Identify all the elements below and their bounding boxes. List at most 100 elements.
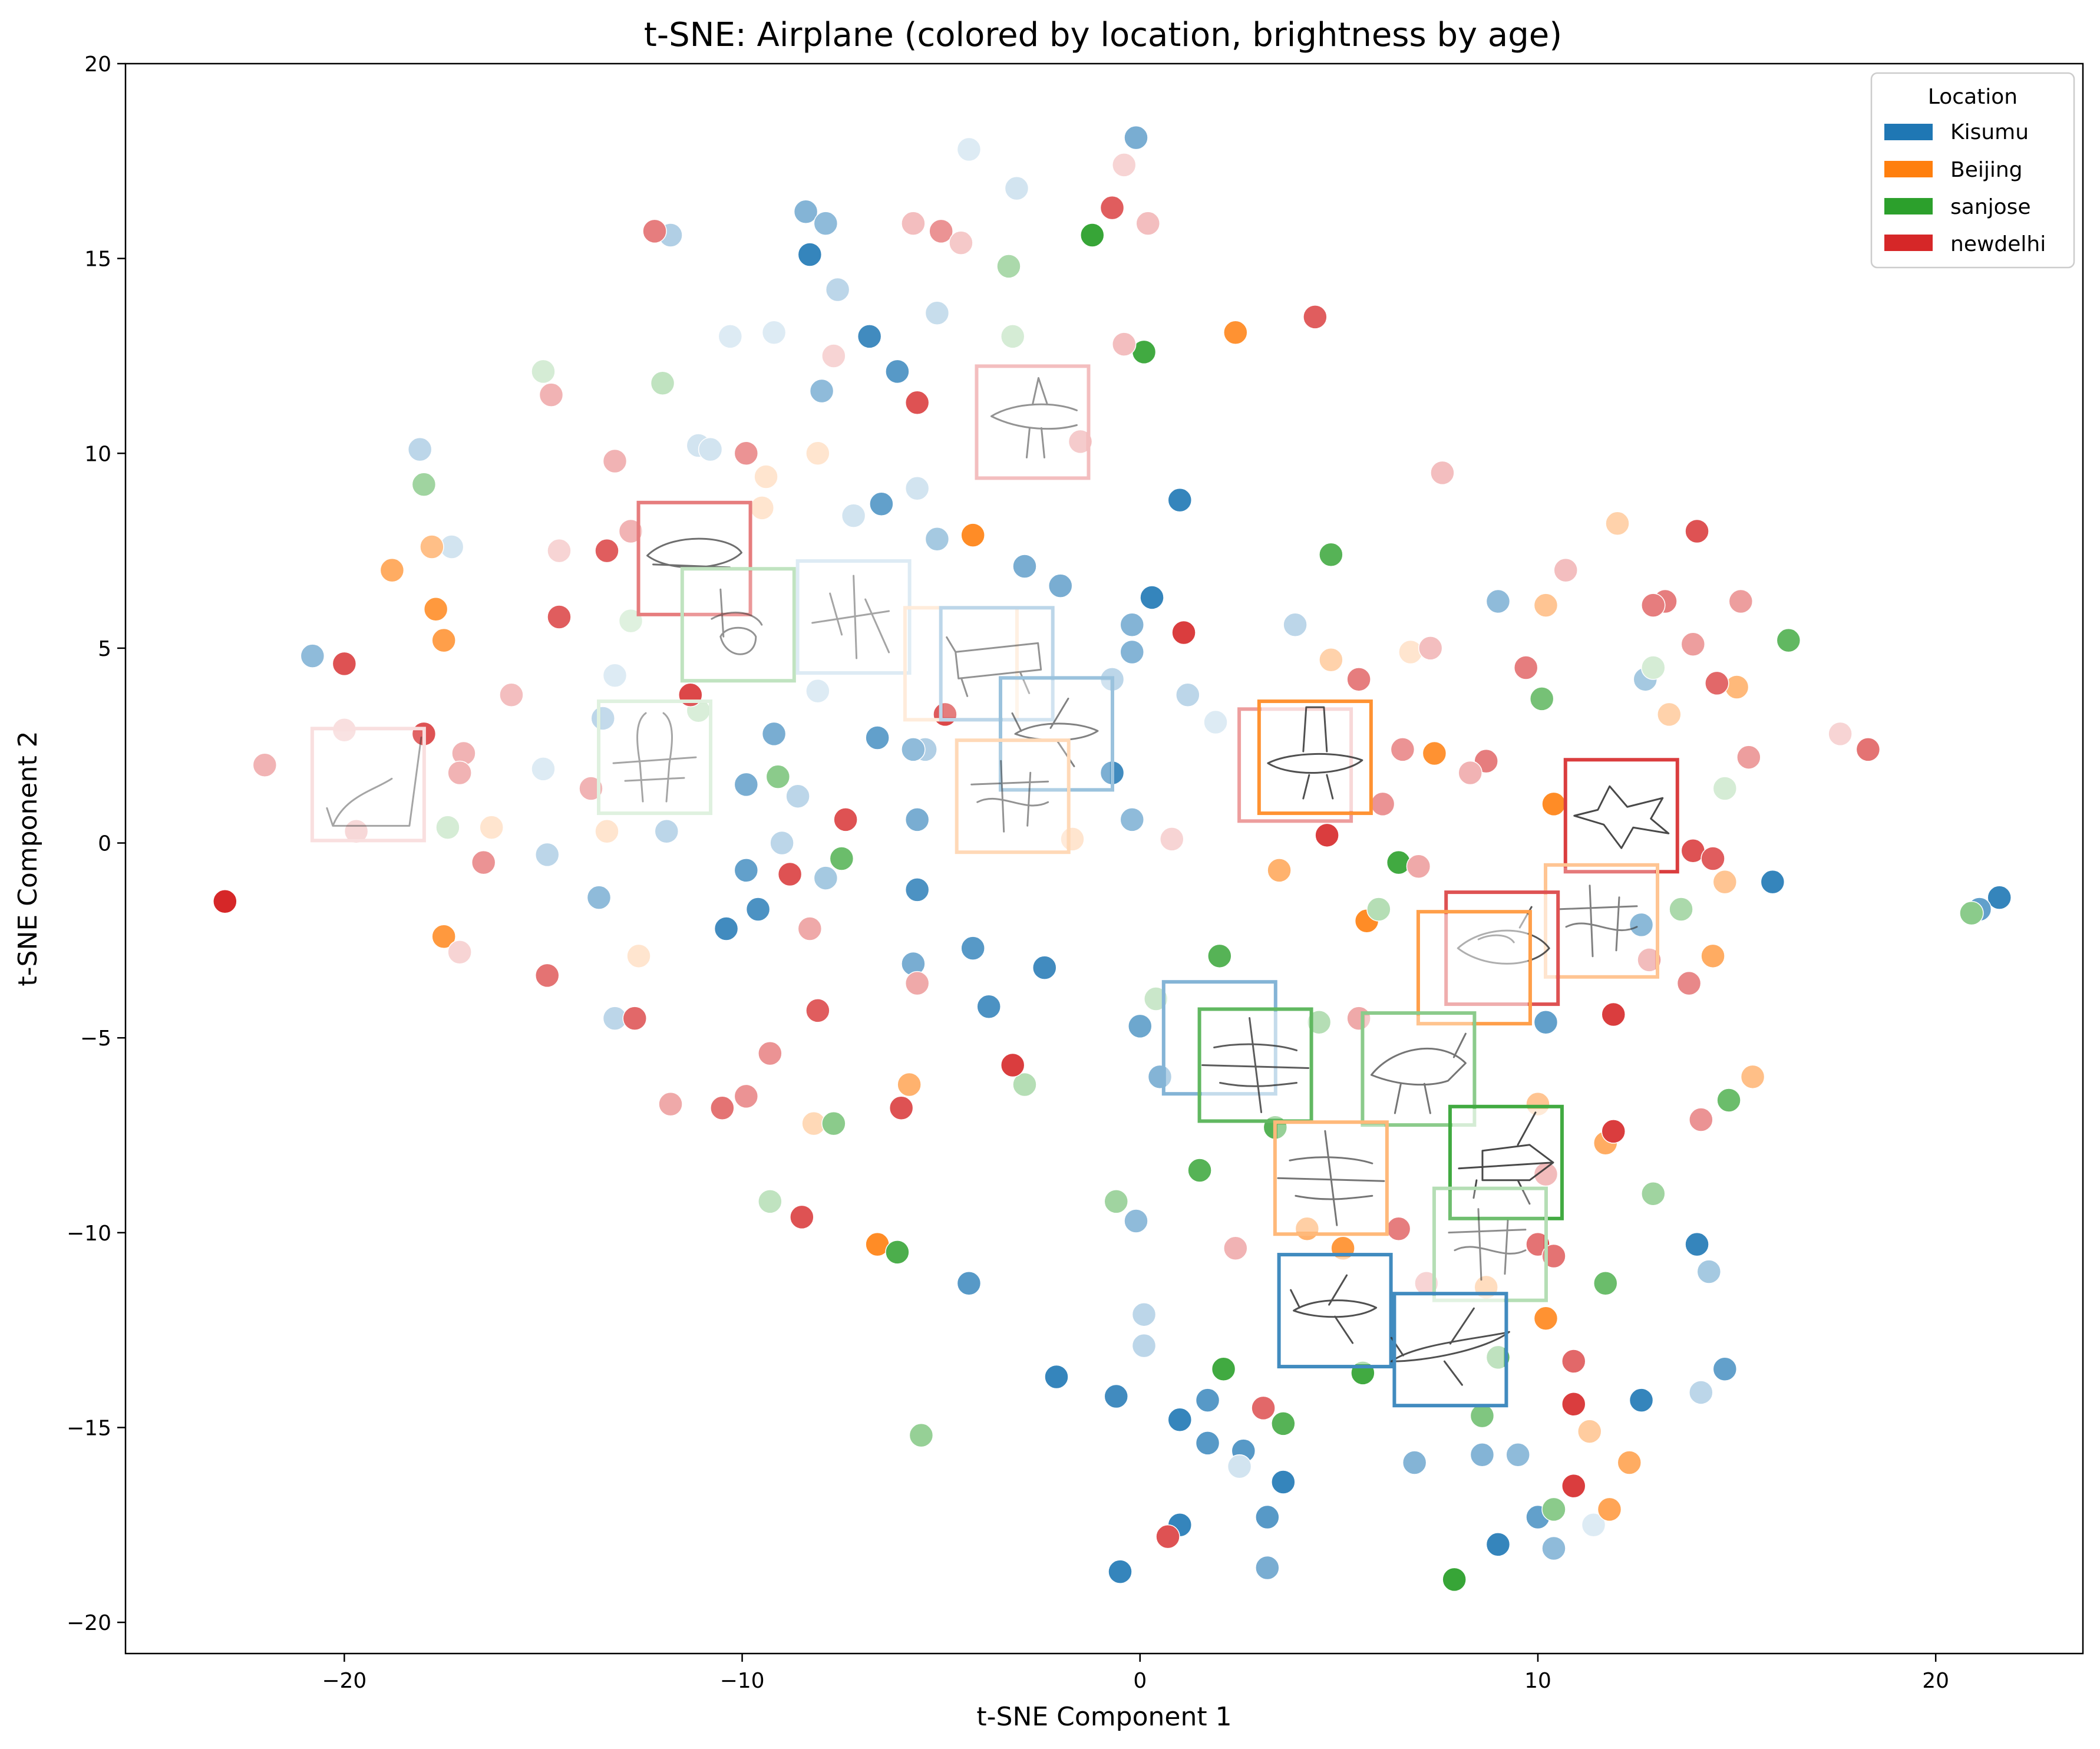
data-point-newdelhi [622, 1006, 648, 1031]
data-point-newdelhi [1828, 721, 1853, 747]
data-point-kisumu [1131, 1302, 1157, 1327]
data-point-sanjose [1271, 1411, 1296, 1436]
data-point-newdelhi [1680, 632, 1706, 657]
plot-area [124, 62, 2084, 1655]
data-point-newdelhi [1561, 1349, 1586, 1374]
data-point-sanjose [618, 608, 643, 633]
data-point-sanjose [1079, 223, 1105, 248]
data-point-newdelhi [1303, 305, 1328, 329]
data-point-kisumu [770, 830, 794, 856]
data-point-kisumu [956, 1271, 982, 1296]
y-tick-label: −5 [80, 1027, 111, 1051]
data-point-kisumu [809, 378, 834, 404]
data-point-newdelhi [1155, 1524, 1180, 1549]
data-point-beijing [1541, 791, 1566, 817]
data-point-newdelhi [1601, 1119, 1626, 1144]
thumbnail-overlays [310, 364, 1679, 1408]
data-point-kisumu [960, 936, 985, 961]
data-point-beijing [1533, 1306, 1559, 1331]
data-point-newdelhi [447, 939, 472, 965]
legend-frame [1870, 72, 2075, 269]
data-point-sanjose [1716, 1088, 1741, 1113]
y-tick-label: −10 [67, 1222, 111, 1246]
data-point-beijing [754, 464, 778, 489]
data-point-sanjose [909, 1423, 934, 1448]
thumbnail-sketch [1370, 1032, 1467, 1114]
data-point-kisumu [793, 199, 818, 225]
thumbnail-sketch [1201, 1017, 1310, 1113]
data-point-newdelhi [1676, 971, 1702, 996]
data-point-newdelhi [332, 651, 357, 676]
data-point-kisumu [841, 503, 866, 528]
data-point-kisumu [805, 678, 830, 704]
data-point-newdelhi [797, 916, 823, 941]
legend-swatch-newdelhi [1884, 235, 1933, 251]
data-point-sanjose [758, 1189, 782, 1214]
data-point-kisumu [1124, 125, 1148, 150]
data-point-sanjose [765, 764, 791, 789]
y-axis: −20 −15 −10 −5 0 5 10 15 20 [67, 52, 126, 1635]
y-tick-label: −15 [67, 1416, 111, 1440]
legend-swatch-beijing [1884, 161, 1933, 177]
data-point-newdelhi [1685, 519, 1709, 544]
thumbnail-sketch [1390, 1307, 1510, 1386]
data-point-newdelhi [539, 382, 564, 407]
data-point-kisumu [1629, 912, 1654, 938]
data-point-sanjose [1541, 1497, 1566, 1522]
data-point-newdelhi [1160, 827, 1184, 852]
data-point-kisumu [300, 644, 325, 668]
thumbnail-sketch [811, 575, 890, 659]
thumbnail-7 [998, 676, 1114, 792]
data-point-kisumu [1140, 585, 1164, 610]
data-point-sanjose [650, 371, 675, 395]
data-point-beijing [1617, 1450, 1642, 1475]
thumbnail-9 [310, 727, 426, 843]
thumbnail-bg [1436, 1190, 1544, 1298]
data-point-newdelhi [658, 1091, 683, 1117]
data-point-beijing [1319, 648, 1343, 672]
thumbnail-frame [1448, 1104, 1564, 1220]
data-point-newdelhi [547, 605, 572, 629]
data-point-beijing [805, 441, 830, 466]
data-point-sanjose [1187, 1158, 1212, 1183]
x-axis-label: t-SNE Component 1 [976, 1702, 1231, 1732]
data-point-newdelhi [534, 963, 560, 988]
data-point-newdelhi [1099, 195, 1125, 220]
data-point-kisumu [904, 476, 930, 501]
data-point-newdelhi [889, 1095, 914, 1120]
thumbnail-sketch [711, 588, 763, 655]
thumbnail-bg [1396, 1296, 1504, 1404]
data-point-beijing [1712, 869, 1738, 895]
thumbnail-18 [1197, 1007, 1313, 1123]
data-point-sanjose [1000, 324, 1025, 349]
data-point-newdelhi [1705, 671, 1729, 696]
data-point-newdelhi [1728, 589, 1754, 614]
thumbnail-sketch [990, 377, 1078, 458]
data-point-kisumu [857, 324, 882, 349]
thumbnail-frame [1361, 1011, 1477, 1127]
data-point-beijing [420, 534, 444, 559]
y-tick-label: −20 [67, 1611, 111, 1635]
data-point-beijing [1060, 827, 1085, 852]
legend-title: Location [1928, 85, 2018, 109]
data-point-beijing [1422, 741, 1447, 766]
data-point-newdelhi [1736, 745, 1761, 770]
data-point-sanjose [885, 1240, 910, 1265]
legend-swatch-sanjose [1884, 198, 1933, 214]
thumbnail-bg [314, 731, 422, 839]
data-point-newdelhi [1346, 667, 1371, 692]
thumbnail-frame [795, 559, 912, 675]
data-point-newdelhi [1855, 737, 1881, 762]
data-point-newdelhi [1000, 1052, 1025, 1078]
data-point-sanjose [1386, 850, 1411, 875]
thumbnail-sketch [1277, 1130, 1385, 1226]
data-point-newdelhi [805, 998, 830, 1023]
scatter-points [213, 125, 2012, 1592]
data-point-newdelhi [1641, 593, 1666, 618]
data-point-kisumu [714, 916, 739, 941]
data-point-sanjose [411, 472, 437, 497]
data-point-beijing [1597, 1497, 1622, 1522]
data-point-beijing [1398, 639, 1423, 665]
data-point-newdelhi [821, 344, 846, 368]
